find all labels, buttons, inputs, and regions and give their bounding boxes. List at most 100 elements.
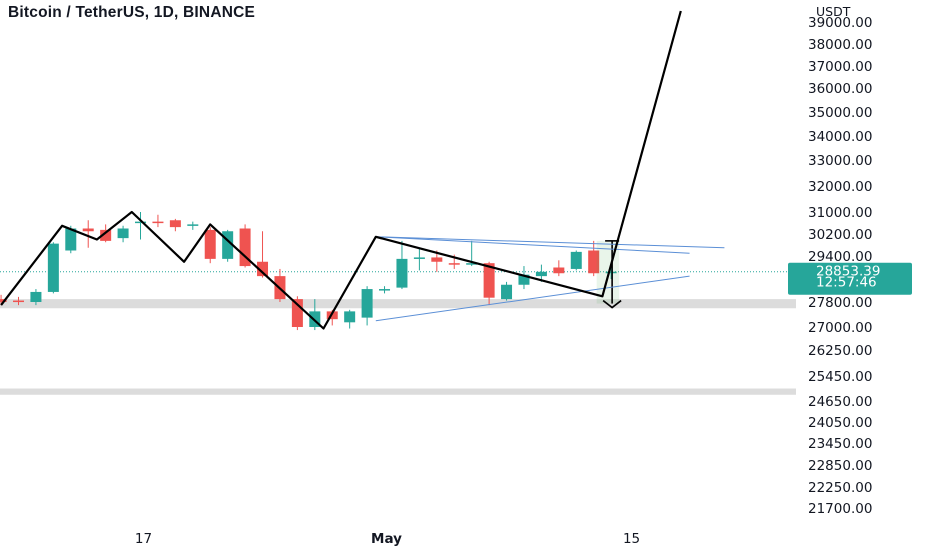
candle-body — [535, 271, 547, 277]
zones-layer — [0, 299, 796, 395]
y-tick-label: 26250.00 — [808, 343, 872, 359]
candle[interactable] — [239, 224, 251, 268]
candle-body — [222, 231, 234, 259]
candle-body — [65, 228, 77, 251]
candle[interactable] — [431, 250, 443, 272]
y-tick-label: 39000.00 — [808, 15, 872, 31]
candle-body — [483, 263, 495, 298]
y-tick-label: 21700.00 — [808, 501, 872, 517]
y-tick-label: 31000.00 — [808, 205, 872, 221]
y-tick-label: 35000.00 — [808, 105, 872, 121]
candle[interactable] — [117, 225, 129, 243]
candle-body — [135, 221, 147, 224]
candle[interactable] — [30, 289, 42, 306]
candle-body — [448, 263, 460, 265]
candle-body — [152, 221, 164, 224]
candle[interactable] — [13, 296, 24, 306]
candle-body — [187, 224, 199, 226]
candle-body — [466, 263, 478, 265]
candle[interactable] — [361, 286, 373, 326]
candle-body — [379, 289, 391, 291]
candle[interactable] — [152, 214, 164, 228]
candle-body — [431, 257, 443, 262]
candle[interactable] — [222, 229, 234, 262]
candle[interactable] — [169, 218, 181, 232]
y-tick-label: 34000.00 — [808, 129, 872, 145]
measure-arrow-head — [602, 299, 622, 309]
candles-layer — [0, 212, 617, 331]
y-tick-label: 30200.00 — [808, 227, 872, 243]
candle-body — [588, 250, 600, 274]
x-tick-label: 17 — [135, 531, 152, 547]
candle-body — [47, 243, 59, 292]
last-price-value: 28853.39 — [816, 264, 880, 280]
y-tick-label: 27800.00 — [808, 295, 872, 311]
candle[interactable] — [344, 309, 356, 329]
y-tick-label: 22250.00 — [808, 480, 872, 496]
y-tick-label: 22850.00 — [808, 458, 872, 474]
candle-body — [570, 251, 582, 269]
candle[interactable] — [588, 240, 600, 277]
candle[interactable] — [535, 264, 547, 282]
candle-body — [257, 261, 269, 277]
candle[interactable] — [553, 260, 565, 277]
candle[interactable] — [379, 286, 391, 294]
candle-body — [501, 284, 513, 300]
candle[interactable] — [413, 247, 425, 271]
candle[interactable] — [396, 240, 408, 290]
zone-band — [0, 388, 796, 395]
candle-body — [518, 274, 530, 285]
candle-body — [117, 228, 129, 239]
triangle-line[interactable] — [375, 236, 690, 254]
candle-body — [100, 229, 112, 241]
candle[interactable] — [82, 220, 94, 248]
triangle-line[interactable] — [375, 236, 725, 249]
candle[interactable] — [47, 242, 59, 294]
candle-body — [361, 289, 373, 318]
y-tick-label: 27000.00 — [808, 320, 872, 336]
candle-body — [13, 300, 24, 303]
zone-band — [0, 299, 796, 309]
y-tick-label: 24650.00 — [808, 394, 872, 410]
candle-body — [204, 229, 216, 259]
candle[interactable] — [291, 296, 303, 331]
candle[interactable] — [135, 212, 147, 240]
candle-body — [413, 257, 425, 259]
y-tick-label: 24050.00 — [808, 415, 872, 431]
candle-body — [82, 228, 94, 232]
candle[interactable] — [483, 261, 495, 306]
bar-countdown: 12:57:46 — [816, 275, 877, 291]
y-tick-label: 29400.00 — [808, 249, 872, 265]
candle[interactable] — [570, 250, 582, 271]
y-tick-label: 32000.00 — [808, 179, 872, 195]
candle-body — [344, 311, 356, 323]
candle-body — [396, 258, 408, 288]
triangle-line[interactable] — [375, 275, 690, 322]
y-tick-label: 36000.00 — [808, 81, 872, 97]
x-tick-label: 15 — [623, 531, 640, 547]
candle-body — [553, 267, 565, 274]
candle[interactable] — [257, 231, 269, 278]
last-price-badge — [788, 262, 912, 295]
time-axis: 17 May 15 — [135, 531, 640, 547]
y-tick-label: 38000.00 — [808, 37, 872, 53]
candle-body — [169, 220, 181, 228]
zigzag-path[interactable] — [0, 10, 682, 330]
candle[interactable] — [501, 281, 513, 301]
candle-body — [291, 299, 303, 327]
y-tick-label: 33000.00 — [808, 153, 872, 169]
candle[interactable] — [187, 221, 199, 230]
candle[interactable] — [204, 227, 216, 264]
candle-body — [239, 228, 251, 267]
price-unit-label: USDT — [816, 4, 851, 19]
y-tick-label: 23450.00 — [808, 436, 872, 452]
chart-title: Bitcoin / TetherUS, 1D, BINANCE — [8, 4, 256, 21]
drawings-layer — [0, 10, 725, 330]
candle[interactable] — [518, 266, 530, 290]
candle-body — [30, 291, 42, 302]
x-tick-label: May — [371, 531, 402, 547]
y-tick-label: 25450.00 — [808, 369, 872, 385]
